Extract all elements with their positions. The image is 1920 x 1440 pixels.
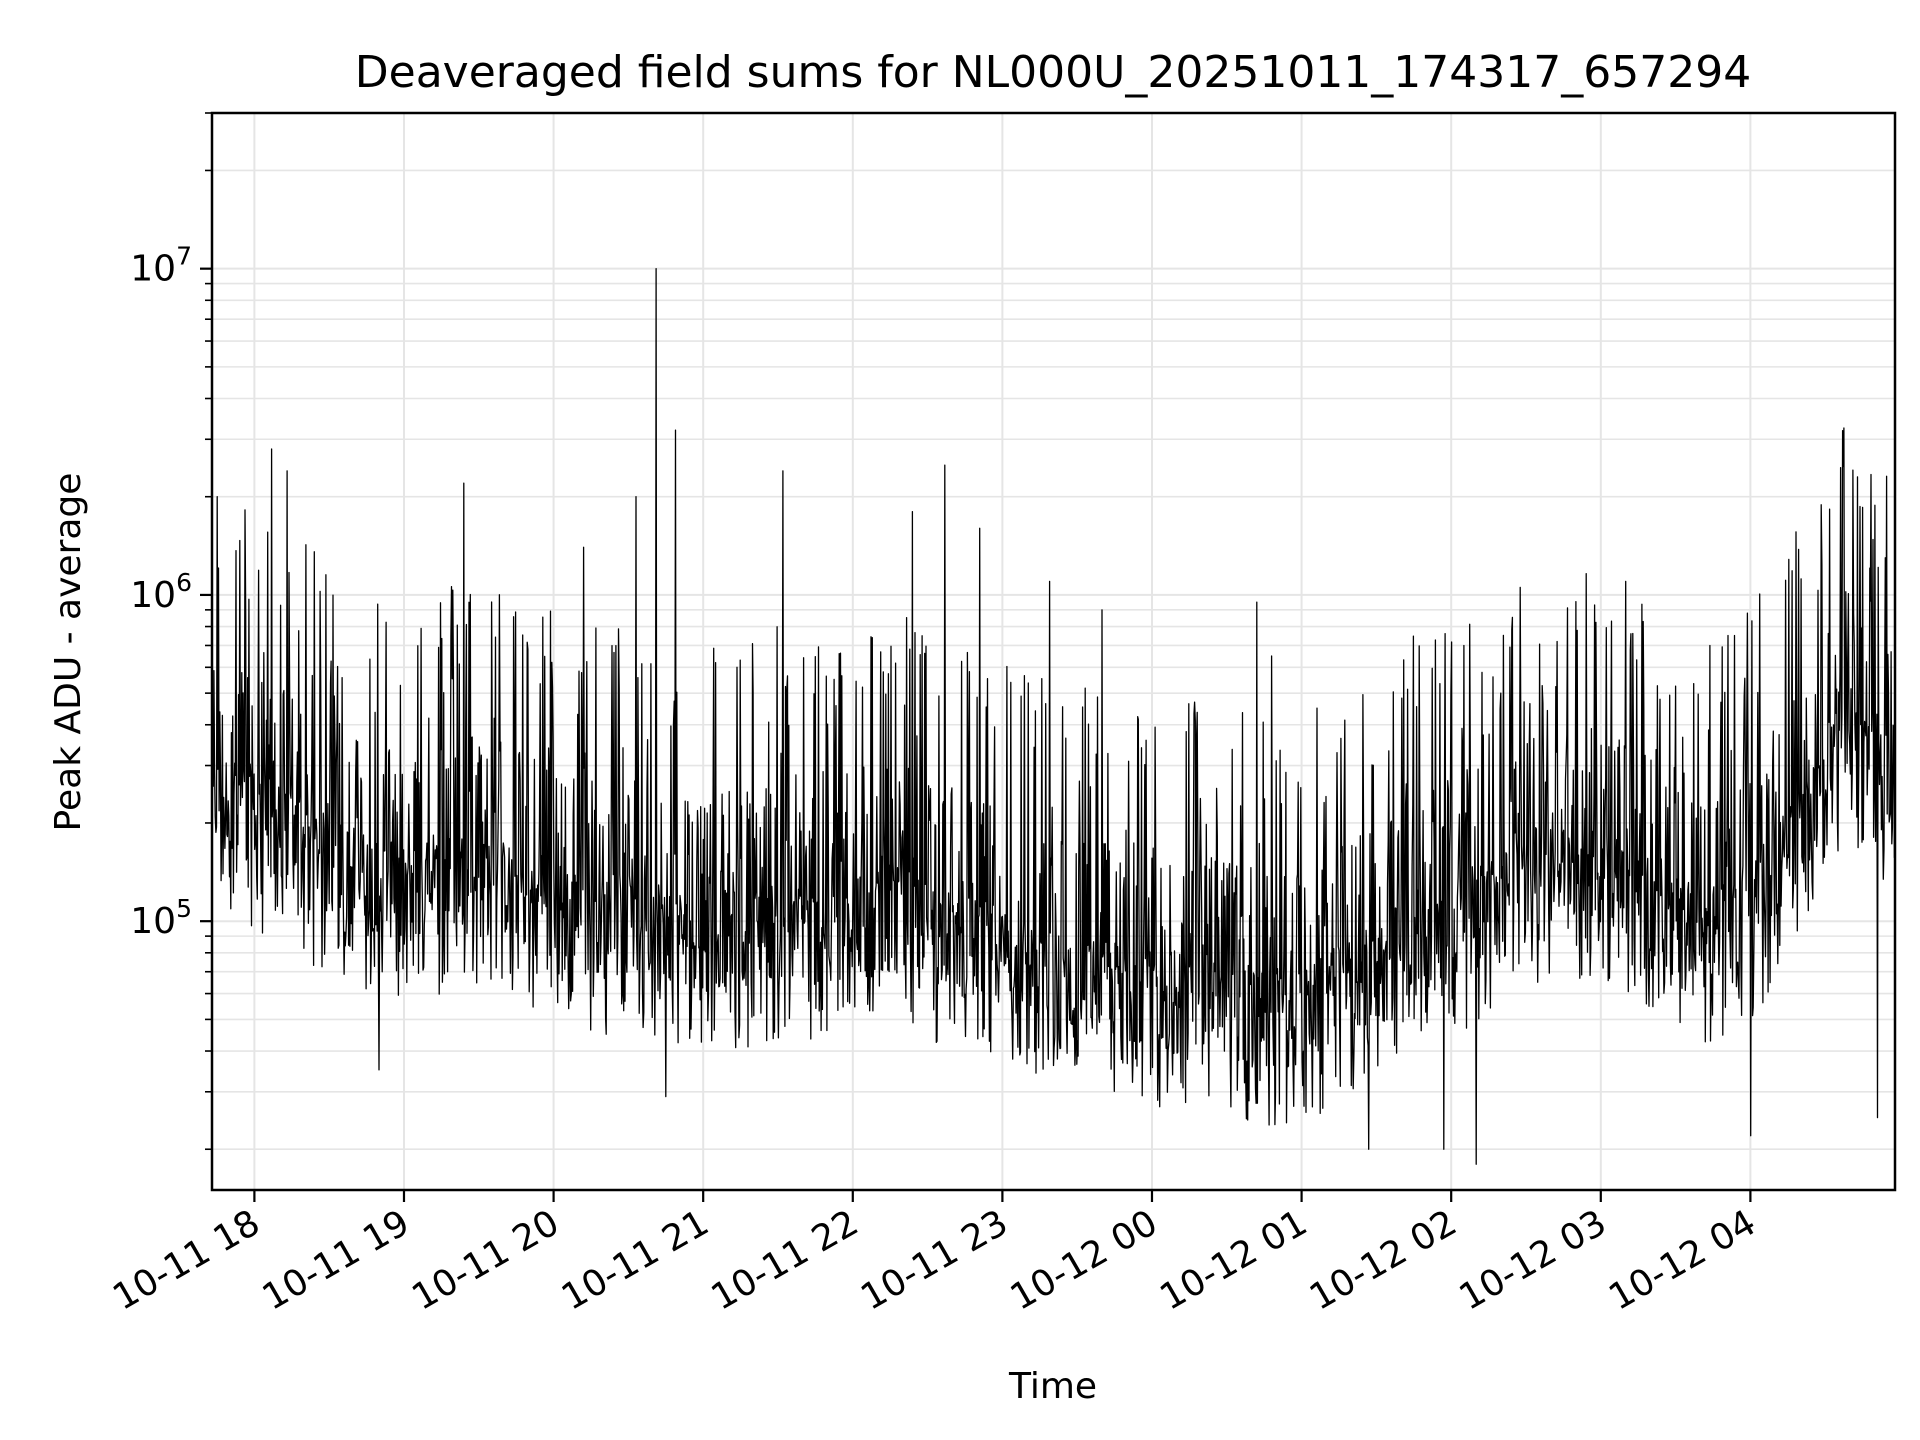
series-line <box>211 268 1896 1165</box>
data-series <box>211 268 1896 1165</box>
y-tick-label: 106 <box>130 568 192 616</box>
x-axis-label: Time <box>1008 1366 1097 1407</box>
y-axis-label: Peak ADU - average <box>48 473 89 832</box>
y-tick-label: 105 <box>130 894 192 942</box>
y-tick-label: 107 <box>130 242 192 290</box>
plot-frame <box>210 111 1897 1192</box>
y-axis-ticks: 105 106 107 <box>130 112 212 1151</box>
chart-title: Deaveraged field sums for NL000U_2025101… <box>355 47 1751 98</box>
